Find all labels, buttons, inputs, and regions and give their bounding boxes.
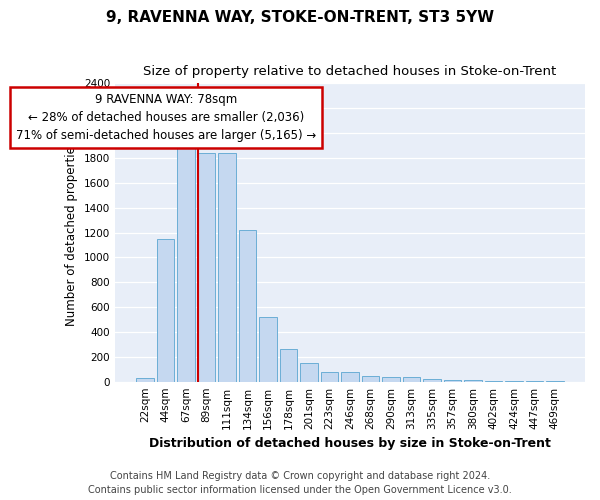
X-axis label: Distribution of detached houses by size in Stoke-on-Trent: Distribution of detached houses by size … xyxy=(149,437,551,450)
Bar xyxy=(280,348,297,382)
Bar xyxy=(178,140,195,382)
Bar xyxy=(239,230,256,382)
Bar xyxy=(403,378,420,382)
Bar xyxy=(362,376,379,382)
Bar xyxy=(423,380,441,382)
Bar xyxy=(218,153,236,382)
Bar xyxy=(301,363,318,382)
Bar xyxy=(341,372,359,382)
Text: 9 RAVENNA WAY: 78sqm
← 28% of detached houses are smaller (2,036)
71% of semi-de: 9 RAVENNA WAY: 78sqm ← 28% of detached h… xyxy=(16,94,316,142)
Title: Size of property relative to detached houses in Stoke-on-Trent: Size of property relative to detached ho… xyxy=(143,65,557,78)
Text: Contains HM Land Registry data © Crown copyright and database right 2024.
Contai: Contains HM Land Registry data © Crown c… xyxy=(88,471,512,495)
Bar xyxy=(198,153,215,382)
Bar xyxy=(546,381,563,382)
Bar xyxy=(464,380,482,382)
Y-axis label: Number of detached properties: Number of detached properties xyxy=(65,140,79,326)
Bar xyxy=(444,380,461,382)
Bar xyxy=(485,380,502,382)
Text: 9, RAVENNA WAY, STOKE-ON-TRENT, ST3 5YW: 9, RAVENNA WAY, STOKE-ON-TRENT, ST3 5YW xyxy=(106,10,494,25)
Bar xyxy=(505,381,523,382)
Bar xyxy=(382,376,400,382)
Bar xyxy=(136,378,154,382)
Bar xyxy=(157,238,175,382)
Bar xyxy=(321,372,338,382)
Bar xyxy=(259,317,277,382)
